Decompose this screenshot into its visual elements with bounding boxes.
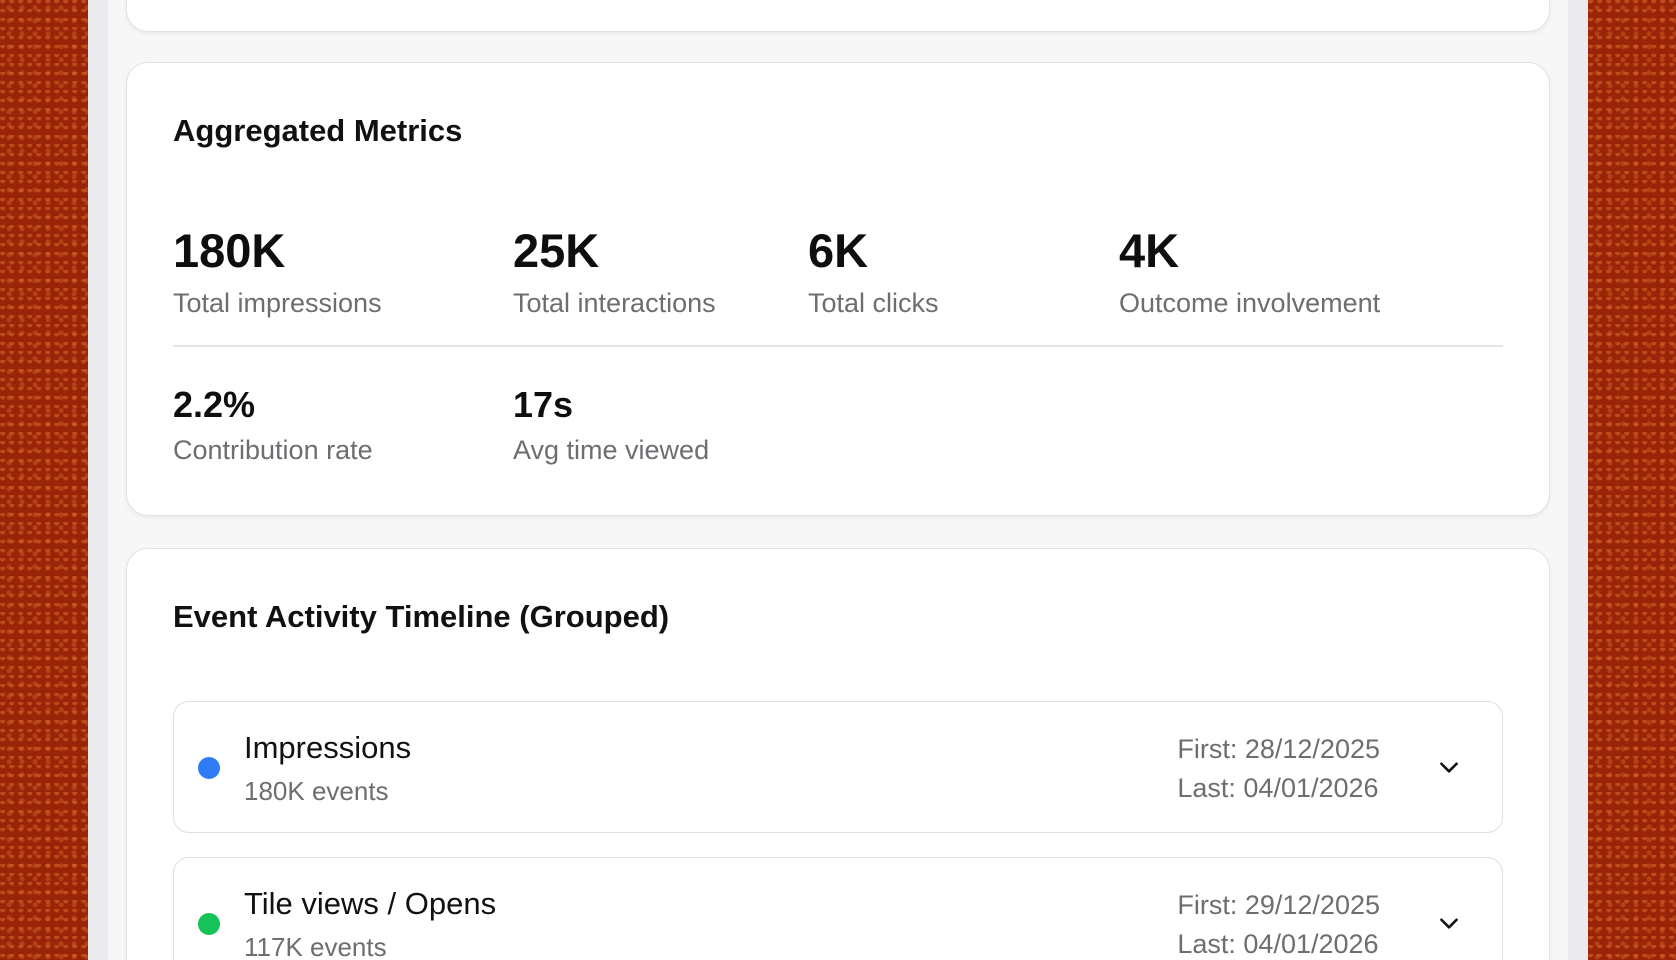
metric-label: Avg time viewed: [513, 435, 710, 465]
metric-value: 6K: [808, 224, 869, 277]
metric-contribution-rate: 2.2% Contribution rate: [173, 387, 373, 466]
previous-card: [126, 0, 1550, 32]
group-first-date: First: 29/12/2025: [1177, 890, 1380, 920]
group-name: Impressions: [244, 730, 412, 765]
backdrop-right: [1588, 0, 1676, 960]
metric-value: 4K: [1119, 224, 1180, 277]
aggregated-metrics-title: Aggregated Metrics: [173, 113, 463, 148]
event-timeline-title: Event Activity Timeline (Grouped): [173, 599, 670, 634]
group-first-date: First: 28/12/2025: [1177, 734, 1380, 764]
group-dates: First: 28/12/2025 Last: 04/01/2026: [1177, 730, 1380, 808]
metric-label: Total impressions: [173, 288, 382, 318]
status-dot-icon: [198, 913, 220, 935]
timeline-group-impressions[interactable]: Impressions 180K events First: 28/12/202…: [173, 701, 1503, 833]
metric-avg-time-viewed: 17s Avg time viewed: [513, 387, 709, 466]
metric-total-interactions: 25K Total interactions: [513, 227, 716, 319]
aggregated-metrics-card: Aggregated Metrics 180K Total impression…: [126, 62, 1550, 516]
group-last-date: Last: 04/01/2026: [1177, 929, 1379, 959]
content-surface: Aggregated Metrics 180K Total impression…: [108, 0, 1568, 960]
backdrop-left: [0, 0, 88, 960]
metric-value: 2.2%: [173, 384, 256, 425]
group-dates: First: 29/12/2025 Last: 04/01/2026: [1177, 886, 1380, 960]
metric-label: Total interactions: [513, 288, 716, 318]
timeline-group-tile-views[interactable]: Tile views / Opens 117K events First: 29…: [173, 857, 1503, 960]
event-timeline-card: Event Activity Timeline (Grouped) Impres…: [126, 548, 1550, 960]
metric-outcome-involvement: 4K Outcome involvement: [1119, 227, 1380, 319]
metrics-divider: [173, 345, 1503, 347]
metric-value: 180K: [173, 224, 286, 277]
metric-label: Total clicks: [808, 288, 939, 318]
chevron-down-icon[interactable]: [1436, 910, 1462, 936]
group-name: Tile views / Opens: [244, 886, 497, 921]
metric-label: Contribution rate: [173, 435, 373, 465]
metric-total-impressions: 180K Total impressions: [173, 227, 382, 319]
metric-total-clicks: 6K Total clicks: [808, 227, 939, 319]
metric-value: 17s: [513, 384, 574, 425]
group-event-count: 117K events: [244, 932, 387, 960]
page-panel: Aggregated Metrics 180K Total impression…: [88, 0, 1588, 960]
chevron-down-icon[interactable]: [1436, 754, 1462, 780]
group-last-date: Last: 04/01/2026: [1177, 773, 1379, 803]
metric-label: Outcome involvement: [1119, 288, 1381, 318]
group-event-count: 180K events: [244, 776, 389, 806]
status-dot-icon: [198, 757, 220, 779]
metric-value: 25K: [513, 224, 600, 277]
